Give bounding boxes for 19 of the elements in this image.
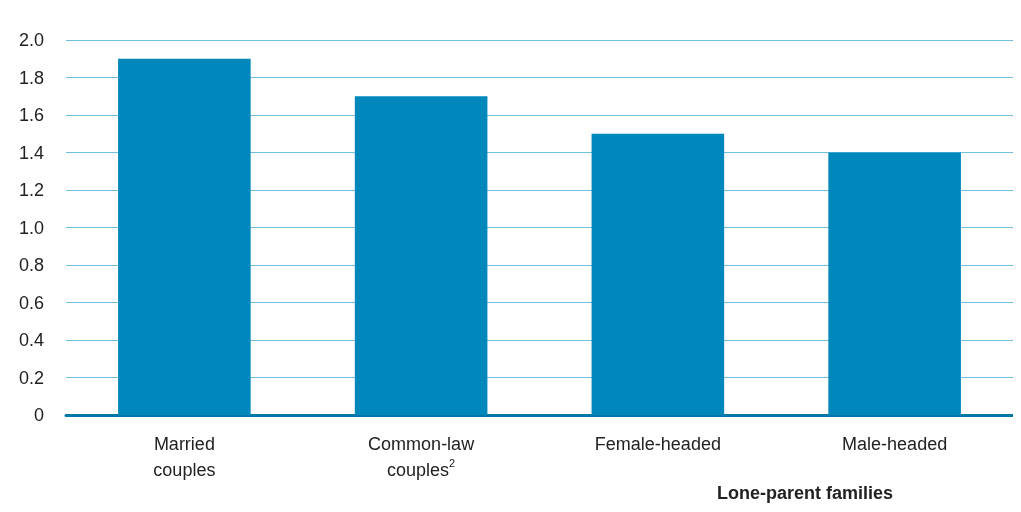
text: Lone-parent families [716,483,894,503]
y-tick-label: 1.2 [18,180,44,200]
x-tick-label: Male-headed [842,434,948,454]
x-tick-label: Married couples [153,434,216,480]
bar [118,58,251,415]
y-tick-label: 0.6 [18,292,44,313]
bar [828,152,961,415]
y-tick-label: 1.6 [18,105,44,125]
y-tick-label: 2.0 [18,30,44,50]
y-tick-label: 1.8 [18,67,44,88]
bar [354,96,488,415]
y-tick-label: 0.2 [18,367,44,388]
bar [591,133,725,415]
x-tick-label: Female-headed [594,434,721,454]
y-tick-label: 1.0 [18,217,44,238]
y-tick-label: 0.8 [18,255,44,275]
y-tick-label: 0 [33,405,44,425]
y-tick-label: 1.4 [18,142,44,163]
y-tick-label: 0.4 [18,330,44,350]
